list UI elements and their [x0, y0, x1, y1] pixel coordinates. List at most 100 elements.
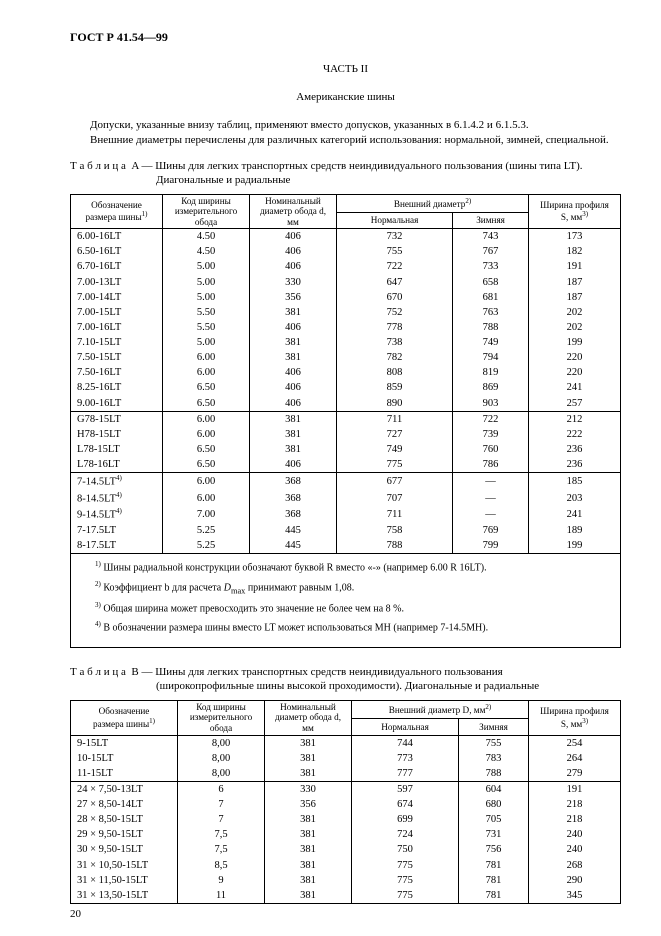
- cell: 29 × 9,50-15LT: [71, 827, 178, 842]
- cell: 7.50-16LT: [71, 365, 163, 380]
- cell: 5.00: [163, 290, 250, 305]
- cell: 381: [250, 442, 337, 457]
- cell: 9.00-16LT: [71, 396, 163, 412]
- cell: 7-14.5LT4): [71, 473, 163, 490]
- cell: 236: [529, 457, 621, 473]
- cell: 290: [529, 873, 621, 888]
- cell: 381: [250, 427, 337, 442]
- cell: 11-15LT: [71, 766, 178, 782]
- cell: 7.00: [163, 506, 250, 523]
- cell: 5.50: [163, 305, 250, 320]
- cell: 30 × 9,50-15LT: [71, 842, 178, 857]
- cell: 869: [453, 380, 529, 395]
- cell: 222: [529, 427, 621, 442]
- cell: 5.25: [163, 538, 250, 554]
- cell: 783: [459, 751, 529, 766]
- intro-para-2: Внешние диаметры перечислены для различн…: [70, 134, 621, 148]
- cell: 7.50-15LT: [71, 350, 163, 365]
- cell: 185: [529, 473, 621, 490]
- cell: 187: [529, 275, 621, 290]
- cell: 819: [453, 365, 529, 380]
- cell: 7.00-13LT: [71, 275, 163, 290]
- cell: 752: [337, 305, 453, 320]
- cell: 236: [529, 442, 621, 457]
- table-row: 6.50-16LT4.50406755767182: [71, 244, 621, 259]
- cell: 8.25-16LT: [71, 380, 163, 395]
- cell: 681: [453, 290, 529, 305]
- th-outer-diam: Внешний диаметр2): [337, 194, 529, 213]
- table-row: 10-15LT8,00381773783264: [71, 751, 621, 766]
- cell: 859: [337, 380, 453, 395]
- cell: 680: [459, 797, 529, 812]
- cell: 31 × 10,50-15LT: [71, 858, 178, 873]
- cell: 677: [337, 473, 453, 490]
- cell: 254: [529, 735, 621, 751]
- table-row: 6.70-16LT5.00406722733191: [71, 259, 621, 274]
- cell: 7.00-16LT: [71, 320, 163, 335]
- cell: 755: [337, 244, 453, 259]
- cell: 5.25: [163, 523, 250, 538]
- cell: 6: [178, 781, 265, 797]
- cell: L78-15LT: [71, 442, 163, 457]
- cell: 5.50: [163, 320, 250, 335]
- cell: 6.50-16LT: [71, 244, 163, 259]
- cell: 733: [453, 259, 529, 274]
- cell: 9-15LT: [71, 735, 178, 751]
- table-a: Обозначение размера шины1) Код ширины из…: [70, 194, 621, 555]
- th-diameter: Номинальный диаметр обода d, мм: [250, 194, 337, 229]
- cell: 5.00: [163, 275, 250, 290]
- table-row: 7.00-15LT5.50381752763202: [71, 305, 621, 320]
- cell: 7.10-15LT: [71, 335, 163, 350]
- table-b-caption: Т а б л и ц а B — Шины для легких трансп…: [70, 666, 621, 694]
- cell: 755: [459, 735, 529, 751]
- footnote-1: 1) Шины радиальной конструкции обозначаю…: [79, 560, 612, 575]
- cell: 739: [453, 427, 529, 442]
- cell: 5.00: [163, 259, 250, 274]
- cell: 890: [337, 396, 453, 412]
- cell: 381: [265, 858, 352, 873]
- cell: 381: [265, 766, 352, 782]
- cell: 7,5: [178, 842, 265, 857]
- cell: 381: [250, 335, 337, 350]
- cell: 707: [337, 490, 453, 507]
- cell: 775: [352, 858, 459, 873]
- caption-prefix: Т а б л и ц а: [70, 160, 126, 172]
- footnote-3: 3) Общая ширина может превосходить это з…: [79, 601, 612, 616]
- cell: 777: [352, 766, 459, 782]
- cell: 903: [453, 396, 529, 412]
- th-normal: Нормальная: [352, 719, 459, 735]
- cell: 738: [337, 335, 453, 350]
- cell: 202: [529, 320, 621, 335]
- cell: 6.70-16LT: [71, 259, 163, 274]
- caption-line2: (широкопрофильные шины высокой проходимо…: [156, 680, 621, 694]
- cell: 406: [250, 259, 337, 274]
- table-row: 7-14.5LT4)6.00368677—185: [71, 473, 621, 490]
- cell: 769: [453, 523, 529, 538]
- cell: 760: [453, 442, 529, 457]
- part-title: ЧАСТЬ II: [70, 63, 621, 77]
- table-row: 31 × 13,50-15LT11381775781345: [71, 888, 621, 904]
- th-width: Ширина профиля S, мм3): [529, 700, 621, 735]
- cell: 31 × 11,50-15LT: [71, 873, 178, 888]
- cell: 743: [453, 229, 529, 245]
- cell: 330: [265, 781, 352, 797]
- cell: 8-14.5LT4): [71, 490, 163, 507]
- table-row: 7.00-16LT5.50406778788202: [71, 320, 621, 335]
- cell: 722: [453, 411, 529, 427]
- table-row: 8-14.5LT4)6.00368707—203: [71, 490, 621, 507]
- table-row: 24 × 7,50-13LT6330597604191: [71, 781, 621, 797]
- cell: 6.50: [163, 396, 250, 412]
- cell: 445: [250, 523, 337, 538]
- cell: H78-15LT: [71, 427, 163, 442]
- cell: 775: [352, 873, 459, 888]
- cell: —: [453, 473, 529, 490]
- caption-letter: B: [131, 666, 138, 678]
- cell: 749: [337, 442, 453, 457]
- cell: 191: [529, 781, 621, 797]
- cell: 6.50: [163, 442, 250, 457]
- cell: 445: [250, 538, 337, 554]
- cell: 27 × 8,50-14LT: [71, 797, 178, 812]
- cell: 240: [529, 842, 621, 857]
- cell: 597: [352, 781, 459, 797]
- cell: 7: [178, 812, 265, 827]
